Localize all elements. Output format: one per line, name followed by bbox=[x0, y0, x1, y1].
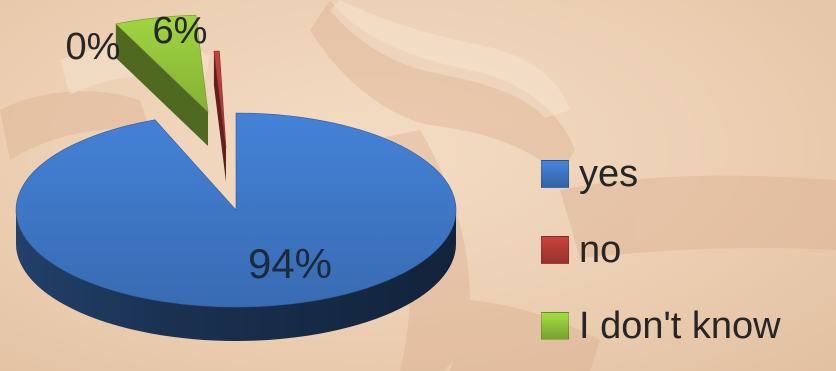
pie-slice-side-i-don-t-know bbox=[115, 23, 208, 146]
pie-slice-top-i-don-t-know bbox=[115, 14, 209, 113]
legend-label: no bbox=[579, 229, 622, 271]
pie-slice-top-no bbox=[213, 50, 227, 149]
pie-slice-no bbox=[213, 50, 227, 183]
legend-swatch bbox=[541, 312, 569, 340]
pie-slice-side-no bbox=[213, 51, 226, 183]
legend-item-i-don-t-know: I don't know bbox=[541, 306, 781, 346]
legend-label: yes bbox=[579, 153, 639, 195]
pie-slice-side-yes bbox=[16, 210, 456, 341]
data-label-i-don-t-know: 6% bbox=[153, 10, 208, 52]
data-label-no: 0% bbox=[66, 26, 121, 68]
legend-item-yes: yes bbox=[541, 154, 638, 194]
legend-item-no: no bbox=[541, 230, 621, 270]
legend-swatch bbox=[541, 236, 569, 264]
legend-label: I don't know bbox=[579, 305, 781, 347]
pie-slice-i-don-t-know bbox=[115, 14, 209, 146]
legend-swatch bbox=[541, 160, 569, 188]
data-label-yes: 94% bbox=[248, 240, 332, 287]
pie-slice-yes bbox=[15, 112, 457, 341]
pie-slice-top-yes bbox=[15, 112, 457, 308]
